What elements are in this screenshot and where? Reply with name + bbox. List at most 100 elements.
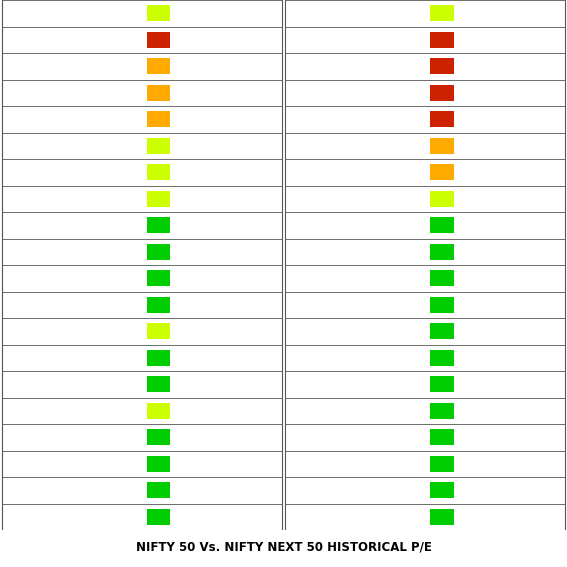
Bar — [147, 429, 171, 445]
Text: 2017: 2017 — [7, 141, 31, 151]
Text: 20.99: 20.99 — [530, 9, 560, 18]
Text: 2014: 2014 — [7, 220, 31, 230]
Bar — [430, 217, 454, 233]
Text: 2022: 2022 — [291, 9, 315, 18]
Text: 18.24: 18.24 — [530, 432, 560, 442]
Text: 19.80: 19.80 — [246, 300, 276, 310]
Text: 18.61: 18.61 — [246, 379, 276, 390]
Text: 2006: 2006 — [7, 432, 31, 442]
Text: 2012: 2012 — [7, 273, 31, 284]
Text: 2005: 2005 — [7, 459, 31, 469]
Text: 11.41: 11.41 — [530, 512, 560, 522]
Text: 13.21: 13.21 — [530, 353, 560, 363]
Bar — [430, 323, 454, 339]
Text: 2009: 2009 — [291, 353, 315, 363]
Text: 19.74: 19.74 — [530, 406, 560, 416]
Bar — [430, 350, 454, 366]
Text: 27.70: 27.70 — [246, 88, 276, 98]
Text: 2016: 2016 — [291, 167, 315, 177]
Text: 2011: 2011 — [291, 300, 315, 310]
Bar — [147, 32, 171, 48]
Text: 26.41: 26.41 — [246, 114, 276, 124]
Text: 2016: 2016 — [7, 167, 31, 177]
Text: 2018: 2018 — [7, 114, 31, 124]
Text: 2019: 2019 — [291, 88, 315, 98]
Bar — [147, 456, 171, 472]
Text: 16.30: 16.30 — [246, 485, 276, 495]
Bar — [147, 376, 171, 392]
Text: 2021: 2021 — [291, 35, 315, 45]
Text: 2009: 2009 — [7, 353, 31, 363]
Text: 32.81: 32.81 — [530, 35, 560, 45]
Bar — [430, 456, 454, 472]
Bar — [147, 217, 171, 233]
Text: 2003: 2003 — [291, 512, 315, 522]
Text: 19.91: 19.91 — [246, 220, 276, 230]
Text: 19.18: 19.18 — [246, 432, 276, 442]
Text: 2013: 2013 — [291, 247, 315, 257]
Bar — [147, 58, 171, 74]
Bar — [147, 297, 171, 312]
Text: 28.62: 28.62 — [246, 61, 276, 71]
Text: 10.79: 10.79 — [530, 485, 560, 495]
Text: 2006: 2006 — [291, 432, 315, 442]
Text: 16.46: 16.46 — [530, 247, 560, 257]
Text: 17.77: 17.77 — [246, 247, 276, 257]
Text: 2004: 2004 — [291, 485, 315, 495]
Bar — [430, 429, 454, 445]
Text: 2011: 2011 — [7, 300, 31, 310]
Text: 2003: 2003 — [7, 512, 31, 522]
Text: 14.54: 14.54 — [246, 512, 276, 522]
Text: 2005: 2005 — [291, 459, 315, 469]
Bar — [430, 376, 454, 392]
Bar — [147, 138, 171, 154]
Text: 14.89: 14.89 — [530, 459, 560, 469]
Text: 2007: 2007 — [291, 406, 315, 416]
Bar — [147, 323, 171, 339]
Text: 21.54: 21.54 — [246, 9, 276, 18]
Text: 2012: 2012 — [291, 273, 315, 284]
Bar — [430, 297, 454, 312]
Bar — [147, 5, 171, 21]
Text: 2021: 2021 — [7, 35, 31, 45]
Text: 22.43: 22.43 — [246, 194, 276, 204]
Text: 2019: 2019 — [7, 88, 31, 98]
Bar — [430, 403, 454, 418]
Bar — [147, 509, 171, 524]
Text: 2017: 2017 — [291, 141, 315, 151]
Text: 21.89: 21.89 — [530, 194, 560, 204]
Text: 19.04: 19.04 — [530, 220, 560, 230]
Bar — [147, 85, 171, 101]
Text: 50.06: 50.06 — [530, 61, 560, 71]
Text: 21.94: 21.94 — [246, 167, 276, 177]
Text: 2020: 2020 — [291, 61, 315, 71]
Text: 2008: 2008 — [291, 379, 315, 390]
Bar — [430, 32, 454, 48]
Bar — [147, 111, 171, 127]
Bar — [147, 403, 171, 418]
Bar — [147, 483, 171, 498]
Text: 2010: 2010 — [291, 326, 315, 336]
Bar — [430, 483, 454, 498]
Text: NIFTY 50 Vs. NIFTY NEXT 50 HISTORICAL P/E: NIFTY 50 Vs. NIFTY NEXT 50 HISTORICAL P/… — [136, 540, 431, 553]
Text: 2008: 2008 — [7, 379, 31, 390]
Text: 18.73: 18.73 — [246, 353, 276, 363]
Text: 24.74: 24.74 — [246, 141, 276, 151]
Bar — [430, 509, 454, 524]
Text: 2013: 2013 — [7, 247, 31, 257]
Text: 2004: 2004 — [7, 485, 31, 495]
Bar — [430, 5, 454, 21]
Bar — [147, 244, 171, 260]
Bar — [147, 191, 171, 207]
Text: 43.44: 43.44 — [530, 88, 560, 98]
Bar — [430, 138, 454, 154]
Text: 14.65: 14.65 — [530, 379, 560, 390]
Text: 2015: 2015 — [291, 194, 315, 204]
Bar — [430, 111, 454, 127]
Text: 2020: 2020 — [7, 61, 31, 71]
Text: 2015: 2015 — [7, 194, 31, 204]
Text: 18.06: 18.06 — [246, 273, 276, 284]
Text: 29.83: 29.83 — [530, 141, 560, 151]
Text: 30.58: 30.58 — [246, 35, 276, 45]
Text: 38.36: 38.36 — [530, 114, 560, 124]
